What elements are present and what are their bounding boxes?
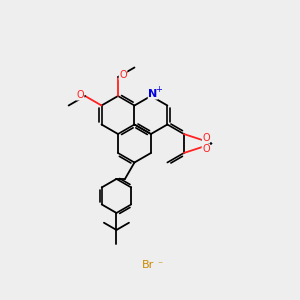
- Text: O: O: [202, 144, 210, 154]
- Text: O: O: [202, 133, 210, 143]
- Text: O: O: [119, 70, 127, 80]
- Text: ⁻: ⁻: [158, 260, 163, 270]
- Text: +: +: [155, 85, 162, 94]
- Text: Br: Br: [142, 260, 154, 270]
- Text: N: N: [148, 89, 158, 99]
- Text: O: O: [76, 90, 84, 100]
